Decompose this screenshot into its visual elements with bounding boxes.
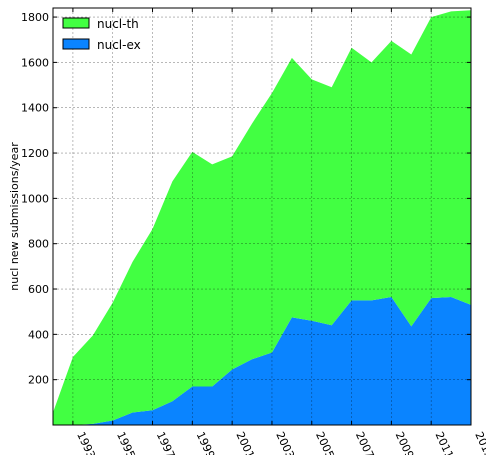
x-tick-label-2011: 2011 <box>432 430 456 455</box>
x-tick-label-1997: 1997 <box>154 430 178 455</box>
plot-frame <box>52 7 472 426</box>
x-tick-label-1999: 1999 <box>194 430 218 455</box>
area-nucl-ex <box>53 297 471 425</box>
x-tick-labels: 1993 1995 1997 1999 2001 2003 2005 2007 2009 2011… <box>74 430 486 455</box>
axis-ticks <box>53 8 472 425</box>
x-tick-label-2003: 2003 <box>273 430 297 455</box>
legend: nucl-th nucl-ex <box>62 17 141 52</box>
x-tick-label-2007: 2007 <box>353 430 377 455</box>
y-tick-label-800: 800 <box>28 238 49 251</box>
x-tick-label-1993: 1993 <box>74 430 98 455</box>
y-tick-label-200: 200 <box>28 374 49 387</box>
x-tick-label-2005: 2005 <box>313 430 337 455</box>
legend-swatch-nucl-th <box>62 17 90 29</box>
y-tick-label-1200: 1200 <box>21 147 49 160</box>
y-tick-labels: 200 400 600 800 1000 1200 1400 1600 1800 <box>21 11 49 387</box>
y-tick-label-1000: 1000 <box>21 192 49 205</box>
y-tick-label-1600: 1600 <box>21 56 49 69</box>
x-tick-label-2013: 2013 <box>472 430 486 455</box>
y-axis-title: nucl new submissions/year <box>8 142 21 291</box>
y-tick-label-600: 600 <box>28 283 49 296</box>
legend-label-nucl-th: nucl-th <box>97 17 139 31</box>
y-tick-label-1800: 1800 <box>21 11 49 24</box>
grid-lines <box>53 8 472 425</box>
area-layer <box>53 10 471 426</box>
x-tick-label-2009: 2009 <box>393 430 417 455</box>
y-tick-label-400: 400 <box>28 328 49 341</box>
x-tick-label-1995: 1995 <box>114 430 138 455</box>
y-tick-label-1400: 1400 <box>21 102 49 115</box>
legend-swatch-nucl-ex <box>62 38 90 50</box>
legend-label-nucl-ex: nucl-ex <box>97 38 141 52</box>
x-tick-label-2001: 2001 <box>233 430 257 455</box>
area-nucl-th <box>53 10 471 426</box>
